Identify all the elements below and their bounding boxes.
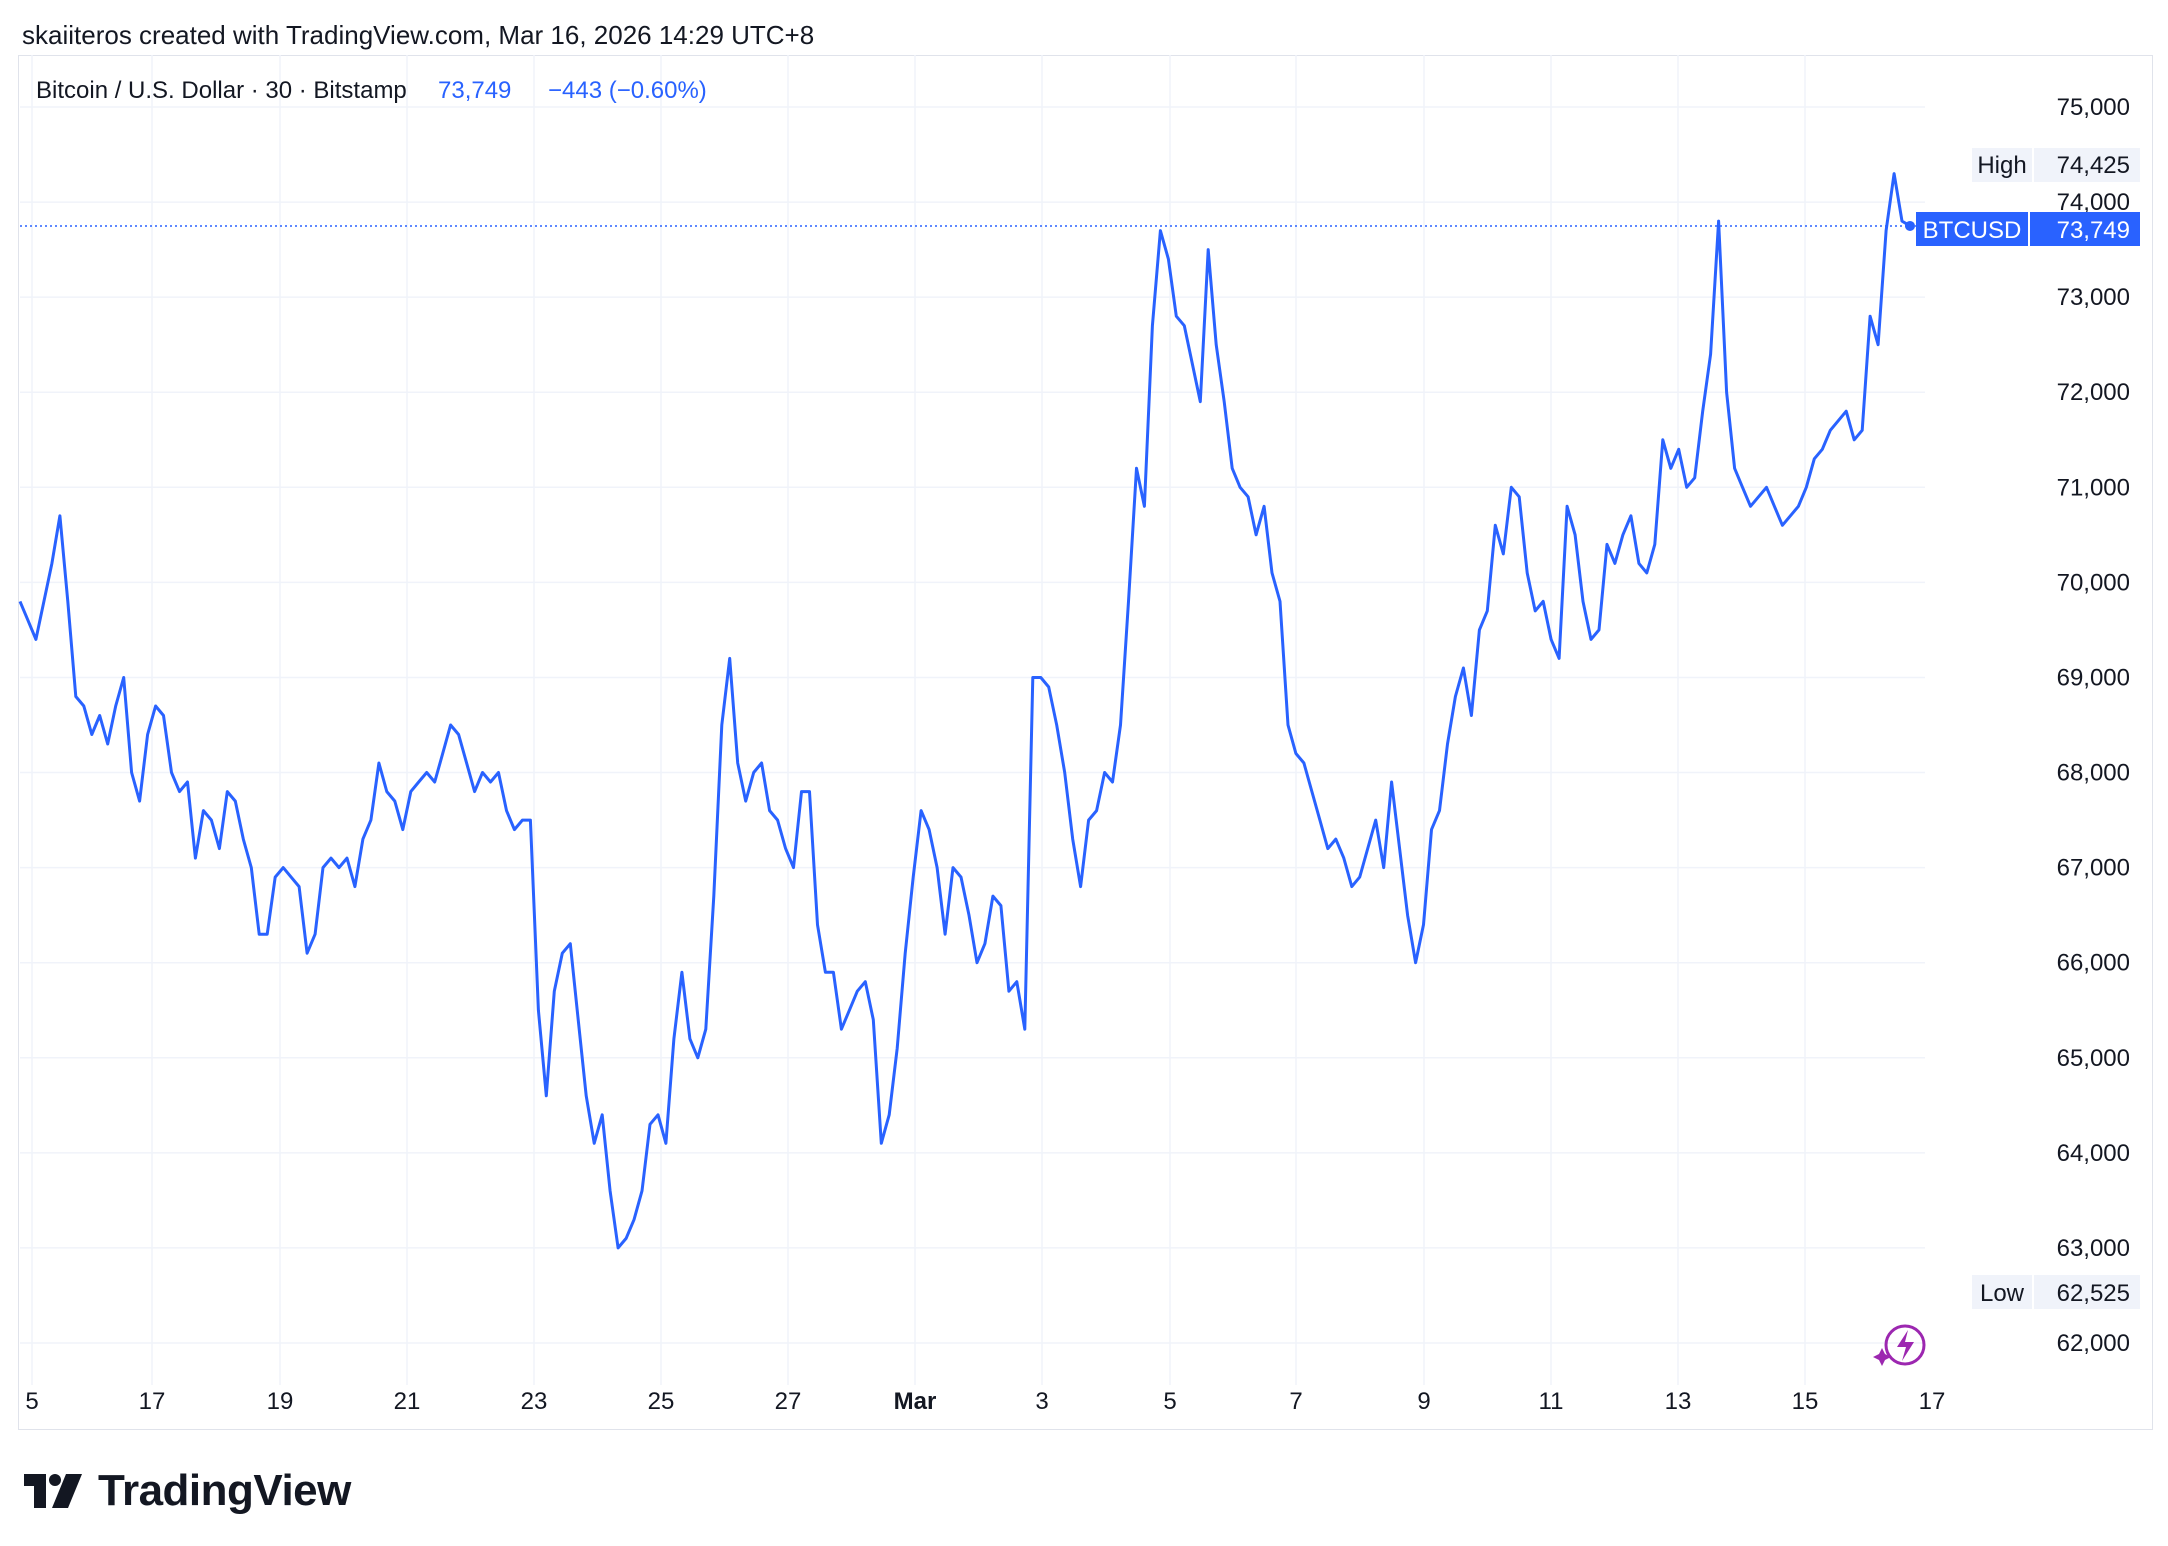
high-value: 74,425 [2057,152,2130,179]
time-tick-label: 19 [267,1388,294,1415]
symbol-tag-label: BTCUSD [1923,217,2022,244]
legend-last-price: 73,749 [438,77,511,104]
grid-lines [20,55,1925,1385]
price-tick-label: 73,000 [2057,284,2130,311]
price-tick-label: 75,000 [2057,94,2130,121]
price-tick-label: 71,000 [2057,474,2130,501]
time-tick-label: 17 [1919,1388,1946,1415]
price-tick-label: 65,000 [2057,1045,2130,1072]
price-tick-label: 63,000 [2057,1235,2130,1262]
time-tick-label: 23 [521,1388,548,1415]
symbol-price-tag: BTCUSD 73,749 [1916,212,2140,246]
time-tick-label: 5 [25,1388,38,1415]
price-axis-labels: 75,000 74,000 73,000 72,000 71,000 70,000 69,0… [2057,94,2130,1357]
low-box: Low 62,525 [1972,1275,2140,1309]
last-price-marker [1905,220,1915,231]
chart-legend: Bitcoin / U.S. Dollar · 30 · Bitstamp 73… [36,77,707,104]
time-tick-label: 3 [1035,1388,1048,1415]
tradingview-wordmark: TradingView [98,1466,351,1515]
legend-symbol: Bitcoin / U.S. Dollar · 30 · Bitstamp [36,77,407,104]
price-tick-label: 64,000 [2057,1140,2130,1167]
chart-frame [18,55,2153,1430]
time-tick-label: 21 [394,1388,421,1415]
price-tick-label: 62,000 [2057,1330,2130,1357]
created-with-caption: skaiiteros created with TradingView.com,… [22,20,815,50]
time-axis-labels: 5 17 19 21 23 25 27 Mar 3 5 7 9 11 13 15 17 [25,1388,1945,1415]
price-tick-label: 72,000 [2057,379,2130,406]
time-tick-label: 9 [1417,1388,1430,1415]
time-tick-label: Mar [894,1388,937,1415]
symbol-tag-value: 73,749 [2057,217,2130,244]
price-tick-label: 74,000 [2057,189,2130,216]
price-series-line [18,172,1911,1250]
price-tick-label: 70,000 [2057,569,2130,596]
time-tick-label: 11 [1539,1388,1564,1415]
time-tick-label: 17 [139,1388,166,1415]
price-tick-label: 66,000 [2057,950,2130,977]
high-box: High 74,425 [1972,148,2140,182]
low-label: Low [1980,1280,2025,1307]
legend-change: −443 (−0.60%) [548,77,707,104]
time-tick-label: 27 [775,1388,802,1415]
high-label: High [1977,152,2026,179]
time-tick-label: 25 [648,1388,675,1415]
price-tick-label: 67,000 [2057,855,2130,882]
tradingview-logo-icon [24,1474,82,1508]
price-tick-label: 68,000 [2057,760,2130,787]
time-tick-label: 5 [1163,1388,1176,1415]
lightning-icon[interactable] [1873,1324,1926,1366]
time-tick-label: 15 [1792,1388,1819,1415]
time-tick-label: 7 [1289,1388,1302,1415]
time-tick-label: 13 [1665,1388,1692,1415]
low-value: 62,525 [2057,1280,2130,1307]
price-tick-label: 69,000 [2057,664,2130,691]
tradingview-footer: TradingView [24,1466,351,1516]
